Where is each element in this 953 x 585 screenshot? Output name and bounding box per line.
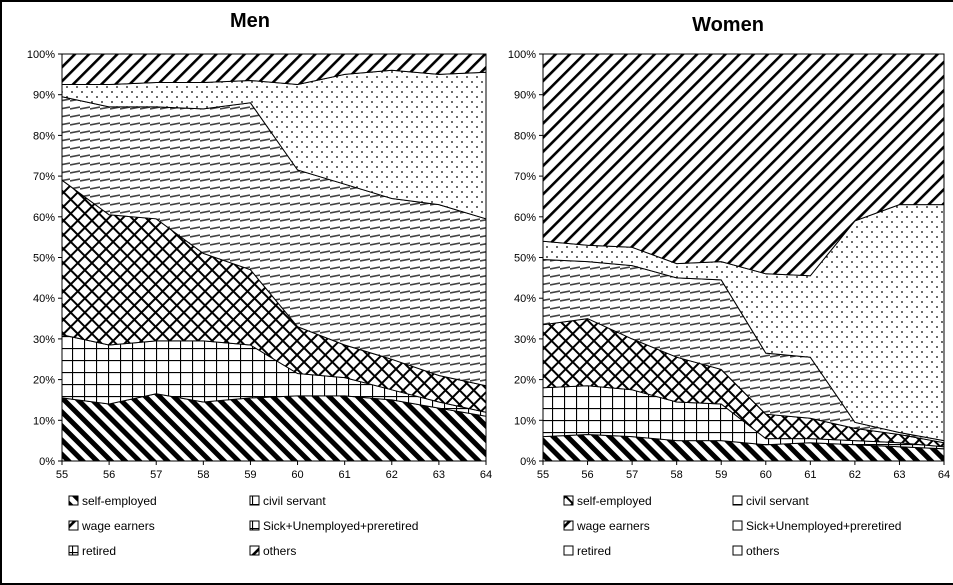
y-tick-label: 100% (508, 49, 536, 61)
legend-swatch-others (249, 545, 260, 556)
women-chart: 0% 10% 20% 30% 40% 50% 60% 70% 80% 90% 100% 55 56 57 5… (508, 49, 950, 558)
legend-label-self-employed: self-employed (82, 494, 157, 508)
x-tick-label: 61 (804, 469, 816, 481)
y-tick-label: 20% (514, 375, 536, 387)
y-tick-label: 10% (33, 415, 55, 427)
legend-swatch-others (732, 545, 743, 556)
men-chart-title: Men (230, 10, 270, 32)
x-tick-label: 62 (386, 469, 398, 481)
x-tick-label: 55 (56, 469, 68, 481)
y-tick-label: 60% (33, 212, 55, 224)
y-tick-label: 0% (520, 456, 536, 468)
y-tick-label: 100% (27, 49, 55, 61)
x-tick-label: 57 (626, 469, 638, 481)
x-tick-label: 63 (433, 469, 445, 481)
legend-label-sick-unemployed-preretired: Sick+Unemployed+preretired (263, 519, 418, 533)
legend-label-self-employed: self-employed (577, 494, 652, 508)
legend-label-civil-servant: civil servant (746, 494, 809, 508)
x-tick-label: 59 (244, 469, 256, 481)
legend-label-sick-unemployed-preretired: Sick+Unemployed+preretired (746, 519, 901, 533)
y-tick-label: 70% (33, 171, 55, 183)
y-tick-label: 70% (514, 171, 536, 183)
x-tick-label: 60 (760, 469, 772, 481)
legend-swatch-self-employed (68, 495, 79, 506)
y-tick-label: 20% (33, 375, 55, 387)
legend-label-wage-earners: wage earners (81, 519, 155, 533)
x-tick-label: 57 (150, 469, 162, 481)
y-tick-label: 60% (514, 212, 536, 224)
x-tick-label: 63 (893, 469, 905, 481)
y-tick-label: 90% (33, 90, 55, 102)
y-tick-label: 90% (514, 90, 536, 102)
x-tick-label: 55 (537, 469, 549, 481)
women-chart-title: Women (692, 14, 764, 36)
x-tick-label: 61 (339, 469, 351, 481)
x-tick-label: 56 (103, 469, 115, 481)
x-tick-label: 64 (480, 469, 492, 481)
y-tick-label: 50% (514, 253, 536, 265)
legend-swatch-wage-earners (68, 520, 79, 531)
legend-swatch-sick-unemployed-preretired (732, 520, 743, 531)
legend-label-others: others (263, 544, 296, 558)
men-chart: 0% 10% 20% 30% 40% 50% 60% 70% 80% 90% 100% 55 56 57 5… (27, 49, 492, 558)
legend-label-retired: retired (577, 544, 611, 558)
y-tick-label: 40% (33, 293, 55, 305)
legend-swatch-retired (563, 545, 574, 556)
y-tick-label: 40% (514, 293, 536, 305)
legend-label-others: others (746, 544, 779, 558)
legend-label-wage-earners: wage earners (576, 519, 650, 533)
y-tick-label: 80% (33, 130, 55, 142)
y-tick-label: 0% (39, 456, 55, 468)
legend-label-retired: retired (82, 544, 116, 558)
x-tick-label: 64 (938, 469, 950, 481)
legend-swatch-sick-unemployed-preretired (249, 520, 260, 531)
x-tick-label: 58 (197, 469, 209, 481)
x-tick-label: 60 (291, 469, 303, 481)
legend-swatch-retired (68, 545, 79, 556)
x-tick-label: 56 (581, 469, 593, 481)
y-tick-label: 10% (514, 415, 536, 427)
y-tick-label: 50% (33, 253, 55, 265)
y-tick-label: 30% (514, 334, 536, 346)
legend-label-civil-servant: civil servant (263, 494, 326, 508)
legend-swatch-civil-servant (249, 495, 260, 506)
x-tick-label: 62 (849, 469, 861, 481)
legend-swatch-self-employed (563, 495, 574, 506)
x-tick-label: 59 (715, 469, 727, 481)
legend-swatch-civil-servant (732, 495, 743, 506)
x-tick-label: 58 (671, 469, 683, 481)
y-tick-label: 30% (33, 334, 55, 346)
legend-swatch-wage-earners (563, 520, 574, 531)
y-tick-label: 80% (514, 130, 536, 142)
